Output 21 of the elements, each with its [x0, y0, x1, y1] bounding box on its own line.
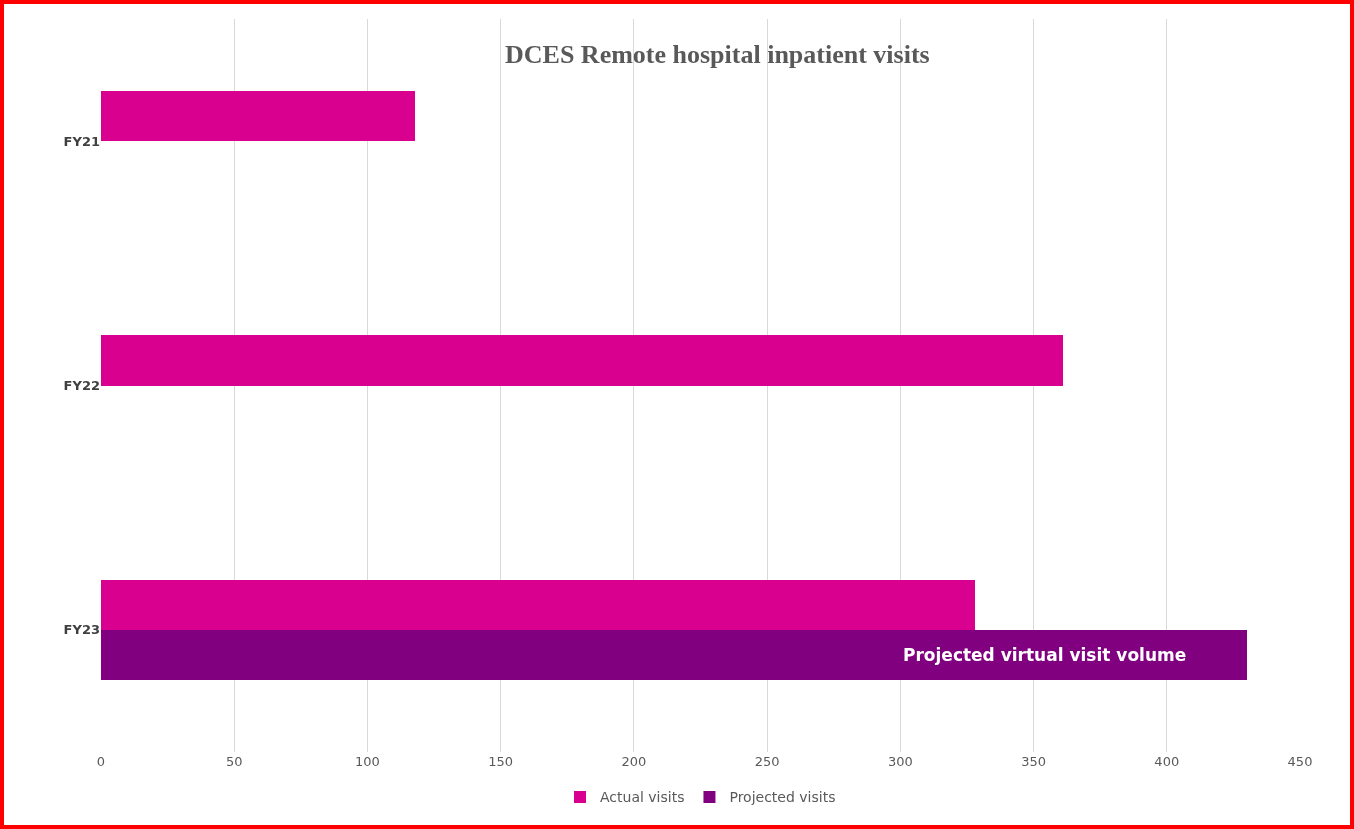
- x-tick-label: 200: [621, 754, 647, 769]
- x-tick-label: 150: [488, 754, 514, 769]
- legend-label: Projected visits: [729, 789, 836, 806]
- bar: [101, 629, 1247, 680]
- x-tick-label: 0: [96, 754, 106, 769]
- text: DCES Remote hospital inpatient visits: [505, 40, 930, 70]
- y-tick-label: FY21: [63, 133, 100, 149]
- y-tick-label: FY22: [63, 378, 100, 394]
- legend-label: Actual visits: [600, 789, 685, 806]
- bar: [101, 91, 416, 142]
- x-tick-label: 300: [887, 754, 913, 769]
- x-tick-label: 50: [225, 754, 243, 769]
- x-tick-label: 100: [355, 754, 380, 769]
- x-tick-label: 450: [1287, 754, 1313, 769]
- bar: [101, 335, 1063, 386]
- x-tick-label: 350: [1021, 754, 1046, 769]
- x-tick-label: 400: [1154, 754, 1180, 769]
- bar: [101, 579, 975, 630]
- y-tick-label: FY23: [63, 622, 100, 638]
- annotation: Projected virtual visit volume: [903, 645, 1187, 665]
- x-tick-label: 250: [754, 754, 780, 769]
